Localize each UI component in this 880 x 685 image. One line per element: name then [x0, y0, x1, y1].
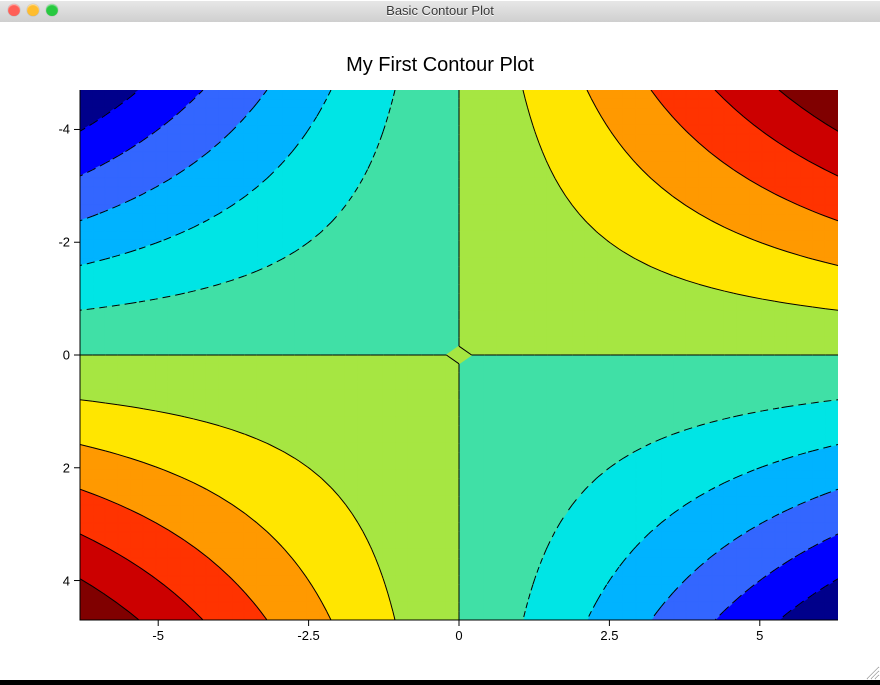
contour-svg: [80, 90, 838, 620]
tick-label: 0: [455, 628, 462, 643]
contour-plot: [80, 90, 838, 620]
tick-label: 2.5: [600, 628, 618, 643]
tick-label: -2: [40, 235, 70, 250]
tick-label: -4: [40, 122, 70, 137]
tick-label: 5: [756, 628, 763, 643]
titlebar[interactable]: Basic Contour Plot: [0, 0, 880, 23]
tick-label: 0: [40, 348, 70, 363]
tick-label: 2: [40, 460, 70, 475]
figure-canvas: My First Contour Plot -5 -2.5 0 2.5 5 -4 -2 0 2 4: [0, 22, 880, 680]
resize-handle-icon[interactable]: [864, 664, 880, 680]
app-window: Basic Contour Plot My First Contour Plot…: [0, 0, 880, 680]
tick-label: -5: [152, 628, 164, 643]
window-title: Basic Contour Plot: [0, 3, 880, 18]
chart-title: My First Contour Plot: [0, 54, 880, 77]
tick-label: -2.5: [297, 628, 319, 643]
tick-label: 4: [40, 573, 70, 588]
